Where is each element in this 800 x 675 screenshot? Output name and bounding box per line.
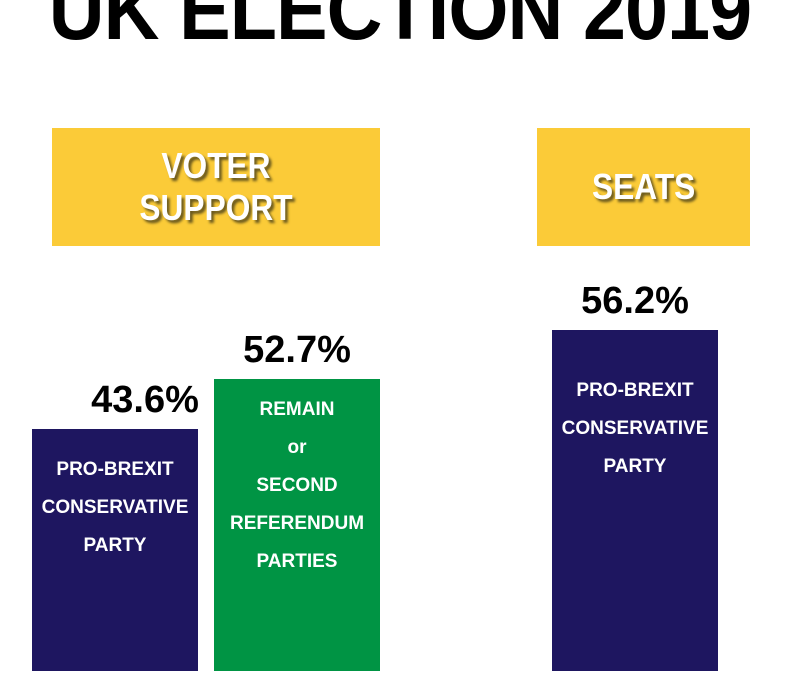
seats-header: SEATS	[537, 128, 750, 246]
bar: PRO-BREXIT CONSERVATIVE PARTY	[552, 329, 718, 671]
bar-label: PRO-BREXIT CONSERVATIVE PARTY	[41, 459, 189, 557]
value-label: 43.6%	[91, 379, 199, 422]
voter-support-header: VOTER SUPPORT	[52, 128, 380, 246]
bar: PRO-BREXIT CONSERVATIVE PARTY	[32, 429, 198, 671]
voter-support-title: VOTER SUPPORT	[139, 145, 293, 228]
value-label: 56.2%	[581, 279, 689, 322]
bar-label: PRO-BREXIT CONSERVATIVE PARTY	[561, 379, 709, 477]
page-title: UK ELECTION 2019	[48, 0, 752, 57]
bar-label: REMAIN or SECOND REFERENDUM PARTIES	[229, 398, 365, 572]
value-label: 52.7%	[243, 328, 351, 371]
seats-title: SEATS	[591, 166, 696, 207]
bar: REMAIN or SECOND REFERENDUM PARTIES	[214, 378, 380, 671]
